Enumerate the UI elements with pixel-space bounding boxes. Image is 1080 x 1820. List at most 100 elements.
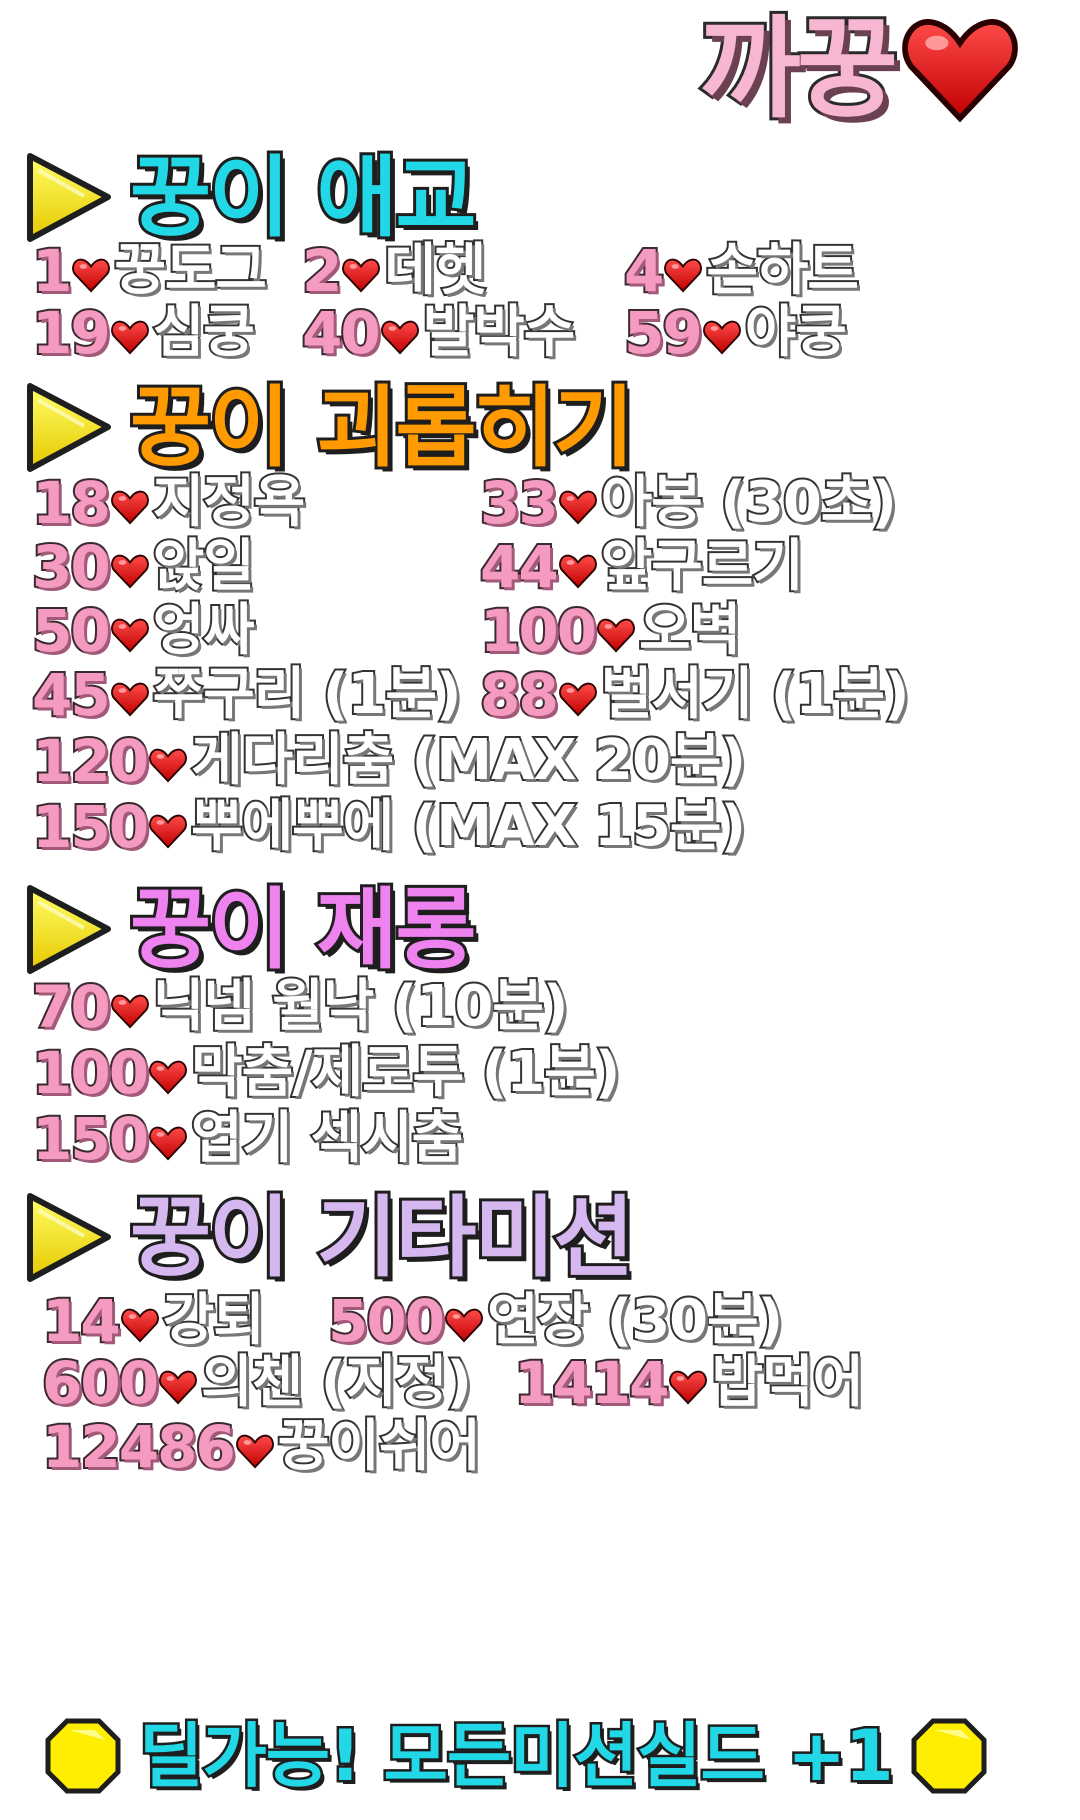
- mission-cost: 44: [478, 533, 561, 601]
- mission-item: 40 발박수: [300, 299, 578, 367]
- heart-icon: [109, 609, 153, 653]
- heart-icon: [443, 1299, 487, 1343]
- mission-cost: 150: [30, 793, 151, 861]
- heart-icon: [379, 311, 423, 355]
- mission-cost: 100: [478, 597, 599, 665]
- mission-cost: 45: [30, 661, 113, 729]
- heart-icon: [557, 673, 601, 717]
- mission-cost: 4: [622, 237, 666, 305]
- mission-item: 70 닉넴 월낙 (10분): [30, 973, 571, 1041]
- footer-text: 딜가능! 모든미션실드 +1: [137, 1715, 897, 1797]
- mission-label: 막춤/제로투 (1분): [189, 1040, 622, 1105]
- mission-label: 엉싸: [151, 598, 257, 663]
- mission-item: 30 앉일: [30, 533, 257, 601]
- mission-item: 45 쭈구리 (1분): [30, 661, 464, 729]
- footer-banner: 딜가능! 모든미션실드 +1: [45, 1718, 987, 1794]
- mission-cost: 19: [30, 299, 113, 367]
- mission-label: 데헷: [382, 238, 488, 303]
- mission-label: 쭈구리 (1분): [151, 662, 464, 727]
- mission-cost: 33: [478, 469, 561, 537]
- mission-cost: 12486: [40, 1413, 238, 1481]
- heart-icon: [147, 805, 191, 849]
- mission-label: 발박수: [421, 300, 578, 365]
- mission-item: 12486 꿍이쉬어: [40, 1413, 483, 1481]
- mission-label: 야쿵: [743, 300, 849, 365]
- heart-icon: [109, 985, 153, 1029]
- mission-label: 벌서기 (1분): [599, 662, 912, 727]
- section-title: 꿍이 애교: [127, 145, 479, 249]
- heart-icon: [234, 1425, 278, 1469]
- section-header-tricks: 꿍이 재롱: [24, 877, 479, 981]
- mission-cost: 120: [30, 727, 151, 795]
- heart-icon: [147, 1051, 191, 1095]
- brand-title: 까꿍: [697, 5, 1020, 133]
- mission-cost: 14: [40, 1287, 123, 1355]
- play-arrow-icon: [24, 882, 114, 977]
- mission-label: 엽기 섹시춤: [189, 1106, 465, 1171]
- heart-icon: [662, 249, 706, 293]
- mission-cost: 88: [478, 661, 561, 729]
- section-title: 꿍이 괴롭히기: [127, 375, 637, 479]
- section-title: 꿍이 재롱: [127, 877, 479, 981]
- mission-cost: 59: [622, 299, 705, 367]
- mission-label: 앞구르기: [599, 534, 806, 599]
- mission-cost: 500: [326, 1287, 447, 1355]
- mission-cost: 30: [30, 533, 113, 601]
- heart-icon: [109, 673, 153, 717]
- mission-label: 닉넴 월낙 (10분): [151, 974, 571, 1039]
- mission-item: 1414 밥먹어: [512, 1350, 866, 1415]
- mission-label: 꿍도그: [112, 238, 269, 303]
- heart-icon: [340, 249, 384, 293]
- section-header-aegyo: 꿍이 애교: [24, 145, 479, 249]
- heart-icon: [557, 545, 601, 589]
- heart-icon: [70, 249, 114, 293]
- mission-label: 게다리춤 (MAX 20분): [189, 728, 748, 793]
- mission-cost: 100: [30, 1039, 151, 1107]
- mission-cost: 70: [30, 973, 113, 1041]
- heart-icon: [147, 1117, 191, 1161]
- mission-label: 지정욕: [151, 470, 308, 535]
- heart-icon: [119, 1299, 163, 1343]
- mission-item: 18 지정욕: [30, 470, 308, 535]
- heart-icon: [595, 609, 639, 653]
- mission-item: 150 뿌에뿌에 (MAX 15분): [30, 793, 748, 861]
- mission-item: 100 막춤/제로투 (1분): [30, 1039, 622, 1107]
- mission-label: 연장 (30분): [485, 1288, 785, 1353]
- mission-label: 오벽: [637, 598, 743, 663]
- mission-item: 33 아봉 (30초): [478, 469, 899, 537]
- play-arrow-icon: [24, 150, 114, 245]
- mission-cost: 150: [30, 1105, 151, 1173]
- mission-label: 꿍이쉬어: [276, 1414, 483, 1479]
- coin-icon: [45, 1718, 121, 1794]
- mission-label: 밥먹어: [709, 1350, 866, 1415]
- big-heart-icon: [900, 14, 1020, 124]
- section-header-other: 꿍이 기타미션: [24, 1185, 637, 1289]
- section-header-tease: 꿍이 괴롭히기: [24, 375, 637, 479]
- heart-icon: [157, 1361, 201, 1405]
- mission-label: 아봉 (30초): [599, 470, 899, 535]
- play-arrow-icon: [24, 1190, 114, 1285]
- mission-item: 500 연장 (30분): [326, 1287, 785, 1355]
- mission-label: 심쿵: [151, 300, 257, 365]
- section-title: 꿍이 기타미션: [127, 1185, 637, 1289]
- mission-cost: 600: [40, 1349, 161, 1417]
- mission-label: 앉일: [151, 534, 257, 599]
- mission-label: 의첸 (지정): [199, 1350, 474, 1415]
- mission-item: 19 심쿵: [30, 299, 257, 367]
- coin-icon: [911, 1718, 987, 1794]
- mission-item: 14 강퇴: [40, 1287, 267, 1355]
- brand-text: 까꿍: [697, 5, 901, 133]
- mission-item: 50 엉싸: [30, 598, 257, 663]
- mission-label: 뿌에뿌에 (MAX 15분): [189, 794, 748, 859]
- mission-label: 강퇴: [161, 1288, 267, 1353]
- mission-item: 600 의첸 (지정): [40, 1349, 474, 1417]
- heart-icon: [667, 1361, 711, 1405]
- heart-icon: [109, 545, 153, 589]
- mission-label: 손하트: [704, 238, 861, 303]
- mission-cost: 1: [30, 237, 74, 305]
- heart-icon: [109, 311, 153, 355]
- mission-item: 44 앞구르기: [478, 533, 806, 601]
- heart-icon: [557, 481, 601, 525]
- mission-cost: 40: [300, 299, 383, 367]
- heart-icon: [109, 481, 153, 525]
